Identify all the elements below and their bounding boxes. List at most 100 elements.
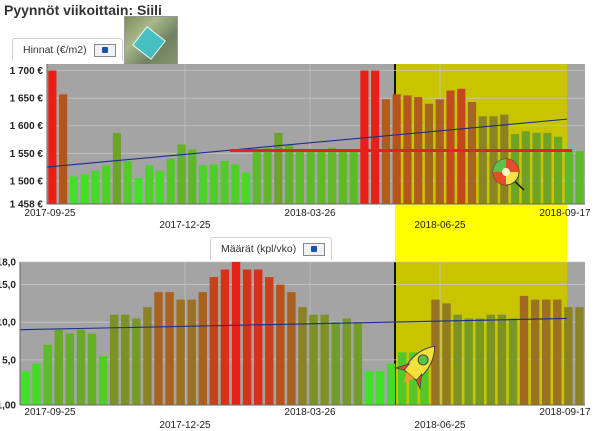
chart-1-bar-4 bbox=[65, 333, 75, 405]
chart-0-bar-37 bbox=[446, 90, 455, 204]
chart-1-trend-line bbox=[19, 317, 568, 331]
chart-0-bar-19 bbox=[252, 150, 261, 204]
chart-1-bar-11 bbox=[143, 307, 152, 405]
chart-1-bar-28 bbox=[331, 322, 340, 405]
chart-0-bar-28 bbox=[349, 150, 358, 204]
chart-1-bar-47 bbox=[542, 299, 551, 405]
rocket-icon bbox=[393, 345, 436, 391]
chart-1-bar-9 bbox=[121, 314, 130, 405]
chart-0-y-tick-label-5: 1 458 € bbox=[10, 200, 44, 211]
chart-0-bar-16 bbox=[220, 161, 229, 204]
chart-0-bar-4 bbox=[91, 170, 100, 204]
chart-0-bar-22 bbox=[285, 145, 294, 204]
chart-1-bar-38 bbox=[442, 303, 451, 405]
chart-0-bar-3 bbox=[80, 174, 89, 204]
chart-0-bar-48 bbox=[564, 150, 573, 204]
chart-1-x-tick-label-top-0: 2017-09-25 bbox=[24, 407, 76, 418]
chart-1-bar-7 bbox=[98, 356, 108, 405]
chart-1-bar-26 bbox=[309, 314, 318, 405]
chart-1-bar-48 bbox=[553, 299, 562, 405]
tab-quantities[interactable]: Määrät (kpl/vko) bbox=[210, 237, 333, 260]
chart-1-bar-45 bbox=[519, 295, 529, 405]
chart-0-bar-35 bbox=[424, 103, 434, 204]
chart-0-bar-14 bbox=[198, 165, 208, 204]
lollipop-icon bbox=[492, 158, 525, 191]
highlight-connector bbox=[395, 204, 567, 262]
chart-0-y-tick-label-1: 1 650 € bbox=[10, 94, 44, 105]
chart-0-bar-39 bbox=[467, 102, 477, 204]
chart-1-x-tick-label-top-1: 2018-03-26 bbox=[284, 407, 336, 418]
chart-1-bar-43 bbox=[497, 314, 507, 405]
page-title: Pyynnöt viikoittain: Siili bbox=[4, 2, 162, 18]
chart-0-x-tick-label-bottom-0: 2017-12-25 bbox=[159, 220, 211, 231]
chart-1-bar-29 bbox=[342, 318, 352, 405]
chart-0-bar-15 bbox=[209, 164, 218, 204]
chart-1-bar-18 bbox=[220, 269, 230, 405]
chart-0-y-tick-label-0: 1 700 € bbox=[10, 66, 44, 77]
chart-1-bar-17 bbox=[209, 277, 219, 405]
chart-1-bar-6 bbox=[87, 333, 97, 405]
chart-0-bar-7 bbox=[123, 161, 132, 204]
chart-0-bar-1 bbox=[59, 94, 68, 204]
chart-0-bar-2 bbox=[69, 176, 78, 204]
chart-1-bar-31 bbox=[364, 371, 374, 405]
quantities-options-icon[interactable] bbox=[303, 242, 326, 256]
chart-0-bar-12 bbox=[177, 144, 186, 204]
chart-0-x-tick-label-top-2: 2018-09-17 bbox=[539, 208, 591, 219]
chart-1-bar-10 bbox=[132, 318, 141, 405]
chart-0-bar-24 bbox=[306, 150, 315, 204]
chart-0-bar-46 bbox=[543, 132, 552, 204]
chart-0-bar-13 bbox=[188, 149, 197, 204]
chart-1-y-tick-label-3: 5,0 bbox=[2, 355, 16, 366]
tab-quantities-label: Määrät (kpl/vko) bbox=[221, 243, 297, 255]
chart-1-y-tick-label-2: 10,0 bbox=[0, 318, 16, 329]
chart-1-bar-27 bbox=[320, 314, 329, 405]
chart-1-x-tick-label-top-2: 2018-09-17 bbox=[539, 407, 591, 418]
chart-0-bar-11 bbox=[166, 158, 175, 204]
chart-1-bar-23 bbox=[276, 284, 285, 405]
chart-0-bar-26 bbox=[328, 147, 337, 204]
prices-options-icon[interactable] bbox=[93, 43, 116, 57]
chart-0-bar-23 bbox=[295, 150, 304, 204]
chart-1-bar-24 bbox=[287, 292, 296, 405]
chart-1-bar-44 bbox=[508, 318, 518, 405]
chart-1-bar-46 bbox=[530, 299, 540, 405]
chart-1-bar-15 bbox=[187, 299, 196, 405]
chart-1-bar-8 bbox=[109, 314, 119, 405]
chart-1-bar-0 bbox=[21, 371, 30, 405]
chart-1-y-tick-label-4: -1,00 bbox=[0, 401, 16, 412]
chart-0-bar-25 bbox=[317, 150, 326, 204]
chart-0-bar-18 bbox=[241, 172, 251, 204]
chart-1-bar-50 bbox=[575, 307, 584, 405]
chart-1-bar-37 bbox=[431, 299, 440, 405]
tab-prices[interactable]: Hinnat (€/m2) bbox=[12, 38, 123, 61]
chart-1-bar-21 bbox=[253, 269, 263, 405]
tab-prices-label: Hinnat (€/m2) bbox=[23, 44, 87, 56]
chart-1-bar-1 bbox=[32, 363, 41, 405]
chart-0-bar-8 bbox=[134, 178, 143, 204]
chart-0-bar-21 bbox=[274, 132, 283, 204]
chart-1-bar-25 bbox=[298, 307, 307, 405]
chart-0-bar-0 bbox=[48, 70, 57, 204]
chart-0-bar-44 bbox=[521, 131, 530, 204]
chart-0-bar-45 bbox=[532, 132, 541, 204]
chart-0-bar-5 bbox=[102, 165, 111, 204]
chart-0-bar-6 bbox=[112, 132, 122, 204]
chart-0-y-tick-label-2: 1 600 € bbox=[10, 121, 44, 132]
chart-1-bar-16 bbox=[198, 292, 207, 405]
chart-0-bar-49 bbox=[575, 151, 584, 204]
chart-1-bar-41 bbox=[475, 318, 484, 405]
chart-1-bar-2 bbox=[43, 344, 52, 405]
chart-1-bar-3 bbox=[54, 329, 63, 405]
chart-1-bar-33 bbox=[386, 363, 396, 405]
chart-1-bar-14 bbox=[176, 299, 185, 405]
chart-0-x-tick-label-top-1: 2018-03-26 bbox=[284, 208, 336, 219]
chart-1-bar-13 bbox=[165, 292, 174, 405]
chart-1-bar-49 bbox=[564, 307, 573, 405]
chart-0-y-tick-label-3: 1 550 € bbox=[10, 149, 44, 160]
chart-0-x-tick-label-top-0: 2017-09-25 bbox=[24, 208, 76, 219]
chart-1-y-tick-label-1: 15,0 bbox=[0, 280, 16, 291]
chart-0-bar-40 bbox=[478, 116, 487, 204]
chart-1-bar-19 bbox=[231, 262, 241, 405]
